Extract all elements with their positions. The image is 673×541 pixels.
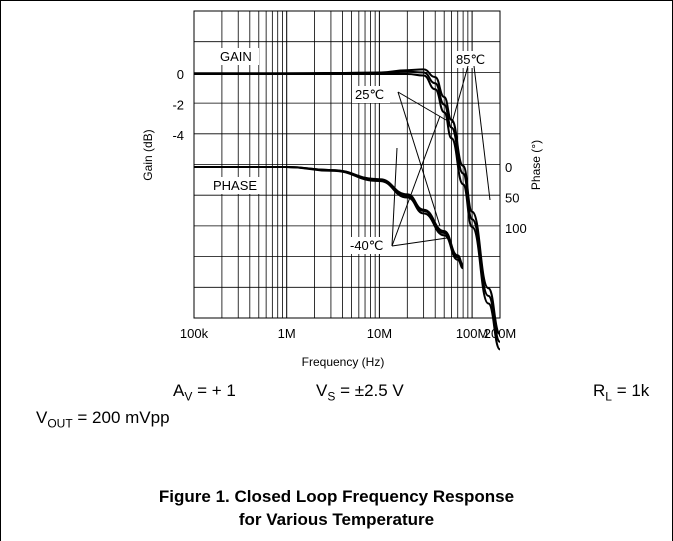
vout-sub: OUT (47, 416, 73, 431)
label-phase-bg (210, 177, 262, 194)
rl-var: R (593, 381, 606, 400)
av-var: A (173, 381, 185, 400)
y-tick-label-gain: -4 (172, 128, 184, 143)
condition-av: AV = + 1 (173, 381, 236, 403)
label-25c-bg (352, 86, 390, 103)
x-axis-label: Frequency (Hz) (302, 355, 385, 369)
av-val: = + 1 (192, 381, 236, 400)
vs-val: = ±2.5 V (335, 381, 404, 400)
plot-curves (194, 68, 501, 351)
series-gain-minus40 (194, 72, 501, 351)
leader-line (397, 91, 447, 121)
condition-vs: VS = ±2.5 V (316, 381, 404, 403)
y-axis-label-gain: Gain (dB) (141, 129, 155, 180)
leader-line (391, 147, 398, 247)
leader-line (391, 115, 441, 247)
x-tick-label: 200M (484, 326, 517, 341)
vs-sub: S (327, 389, 336, 404)
series-gain-25 (194, 70, 501, 343)
y-tick-label-phase: 0 (505, 160, 512, 175)
leader-line (391, 237, 448, 247)
series-gain-85 (194, 68, 501, 336)
label-85c: 85℃ (456, 52, 485, 67)
label-25c: 25℃ (355, 87, 384, 102)
label-85c-bg (453, 51, 491, 68)
series-phase-minus40 (194, 165, 464, 270)
x-tick-label: 100k (180, 326, 209, 341)
label-phase: PHASE (213, 178, 257, 193)
label-gain: GAIN (220, 49, 252, 64)
leader-line (397, 91, 441, 227)
y-tick-label-gain: 0 (177, 67, 184, 82)
av-sub: V (184, 389, 193, 404)
label-gain-bg (217, 48, 259, 65)
x-tick-label: 10M (367, 326, 392, 341)
annotations: GAIN PHASE 85℃ 25℃ -40℃ (210, 48, 491, 254)
condition-vout: VOUT = 200 mVpp (36, 408, 170, 430)
y-tick-label-phase: 100 (505, 221, 527, 236)
figure-caption-line1: Figure 1. Closed Loop Frequency Response (158, 487, 515, 506)
x-tick-label: 100M (456, 326, 489, 341)
leader-line (473, 65, 491, 201)
y-tick-label-gain: -2 (172, 98, 184, 113)
label-minus40c: -40℃ (350, 238, 383, 253)
rl-sub: L (605, 389, 612, 404)
x-tick-label: 1M (278, 326, 296, 341)
rl-val: = 1k (611, 381, 650, 400)
figure-caption-line2: for Various Temperature (238, 510, 435, 529)
vs-var: V (316, 381, 328, 400)
vout-val: = 200 mVpp (72, 408, 170, 427)
leader-line (451, 65, 469, 124)
vout-var: V (36, 408, 48, 427)
condition-rl: RL = 1k (593, 381, 649, 403)
y-axis-label-phase: Phase (°) (529, 140, 543, 190)
label-minus40c-bg (347, 237, 387, 254)
y-tick-label-phase: 50 (505, 191, 519, 206)
